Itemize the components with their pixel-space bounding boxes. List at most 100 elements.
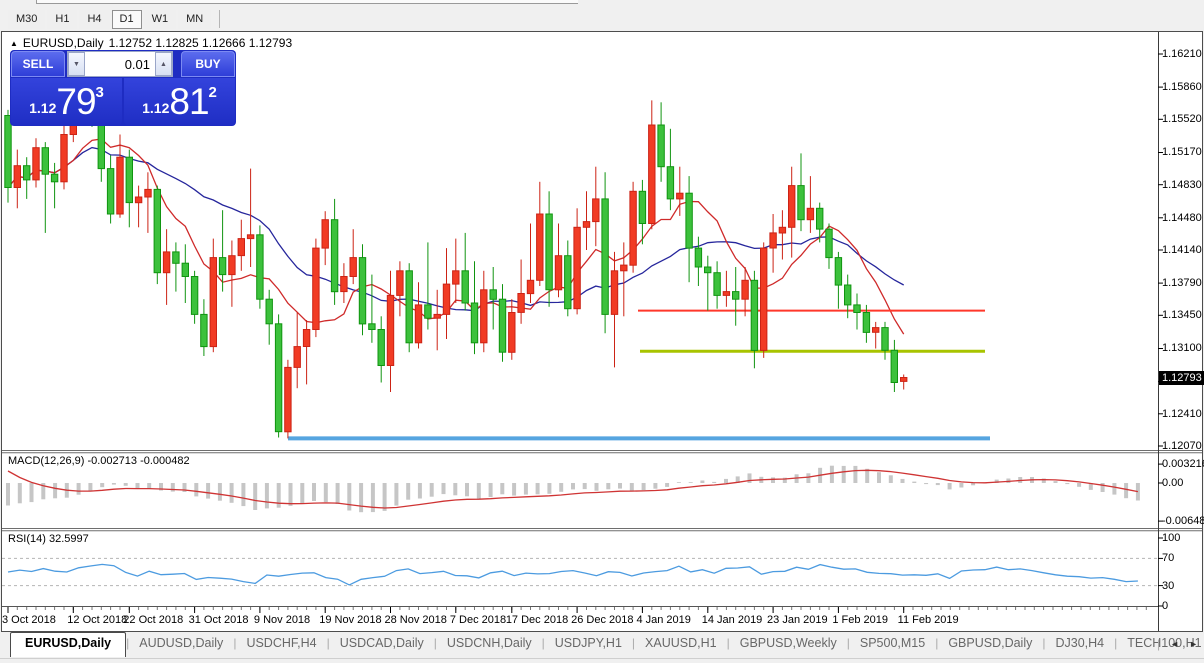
price-axis-label: 1.13100 xyxy=(1162,342,1202,355)
ma-slow-line xyxy=(7,146,905,312)
timeframe-toolbar: M30 H1 H4 D1 W1 MN xyxy=(0,7,1204,31)
price-axis-label: 1.16210 xyxy=(1162,48,1202,60)
macd-indicator-label: MACD(12,26,9) -0.002713 -0.000482 xyxy=(8,455,190,467)
date-axis-label: 19 Nov 2018 xyxy=(319,614,382,626)
ma-fast-line xyxy=(7,138,905,335)
trade-panel-toggle-icon[interactable]: ▲ xyxy=(10,38,18,48)
macd-histogram xyxy=(6,465,1140,513)
chart-tab-usdjpy-h1[interactable]: USDJPY,H1 xyxy=(554,636,622,650)
macd-signal-line xyxy=(7,469,1139,509)
price-axis-label: 1.15170 xyxy=(1162,146,1202,159)
toolbar-separator xyxy=(219,10,221,28)
timeframe-button-d1[interactable]: D1 xyxy=(111,9,142,29)
date-axis-label: 12 Oct 2018 xyxy=(67,614,128,626)
volume-decrease-button[interactable]: ▼ xyxy=(68,52,85,76)
tab-separator: | xyxy=(1114,636,1118,650)
buy-button[interactable]: BUY xyxy=(181,51,235,77)
tab-scroll-right-icon[interactable]: ► xyxy=(1189,639,1198,649)
date-axis-label: 31 Oct 2018 xyxy=(188,614,249,626)
date-axis-label: 14 Jan 2019 xyxy=(701,614,763,626)
chart-tab-xauusd-h1[interactable]: XAUUSD,H1 xyxy=(645,636,717,650)
sell-price-pips: 79 xyxy=(56,81,96,122)
tab-separator: | xyxy=(326,636,330,650)
timeframe-button-w1[interactable]: W1 xyxy=(143,9,177,29)
chart-tab-tech100-h1[interactable]: TECH100,H1 xyxy=(1127,636,1202,650)
volume-increase-button[interactable]: ▲ xyxy=(155,52,172,76)
chart-tab-usdcad-daily[interactable]: USDCAD,Daily xyxy=(339,636,424,650)
timeframe-button-mn[interactable]: MN xyxy=(178,9,212,29)
volume-spinner: ▼ 0.01 ▲ xyxy=(67,51,173,77)
date-axis-label: 9 Nov 2018 xyxy=(253,614,311,626)
date-axis-label: 28 Nov 2018 xyxy=(384,614,447,626)
rsi-axis-label: 100 xyxy=(1162,532,1181,544)
chart-title: ▲ EURUSD,Daily 1.12752 1.12825 1.12666 1… xyxy=(10,36,292,50)
date-axis-label: 26 Dec 2018 xyxy=(571,614,634,626)
chart-tab-audusd-daily[interactable]: AUDUSD,Daily xyxy=(139,636,224,650)
chart-tab-usdchf-h4[interactable]: USDCHF,H4 xyxy=(246,636,317,650)
tab-scroll-controls: | ◄ ► xyxy=(1157,637,1198,651)
sell-button[interactable]: SELL xyxy=(11,51,65,77)
candles-layer xyxy=(4,64,908,439)
macd-axis-label: 0.003216 xyxy=(1162,458,1204,471)
price-axis-label: 1.13790 xyxy=(1162,277,1202,290)
chart-tab-usdcnh-daily[interactable]: USDCNH,Daily xyxy=(446,636,532,650)
price-axis-label: 1.14830 xyxy=(1162,178,1202,191)
price-axis-label: 1.15520 xyxy=(1162,113,1202,126)
chart-tab-dj30-h4[interactable]: DJ30,H4 xyxy=(1055,636,1105,650)
price-axis-label: 1.15860 xyxy=(1162,81,1202,94)
tab-separator: | xyxy=(541,636,545,650)
tab-separator: | xyxy=(433,636,437,650)
date-axis-label: 23 Jan 2019 xyxy=(767,614,828,626)
chart-tab-eurusd-daily[interactable]: EURUSD,Daily xyxy=(10,632,127,657)
sell-price-point: 3 xyxy=(95,84,104,101)
sell-price-display[interactable]: 1.12 79 3 xyxy=(11,78,122,125)
price-axis-label: 1.13450 xyxy=(1162,309,1202,322)
macd-axis-label: -0.006485 xyxy=(1162,515,1204,528)
tab-separator: | xyxy=(631,636,636,650)
rsi-axis-label: 0 xyxy=(1162,600,1169,612)
chart-symbol-period: EURUSD,Daily xyxy=(22,36,104,50)
rsi-axis-label: 30 xyxy=(1162,579,1175,592)
date-axis-label: 11 Feb 2019 xyxy=(897,614,959,626)
price-axis-label: 1.14140 xyxy=(1162,243,1202,256)
rsi-indicator-label: RSI(14) 32.5997 xyxy=(8,533,89,545)
chart-tab-gbpusd-daily[interactable]: GBPUSD,Daily xyxy=(948,636,1033,650)
upper-toolbar-remnant xyxy=(0,0,1204,7)
tab-separator: | xyxy=(726,636,730,650)
buy-price-pips: 81 xyxy=(169,81,209,122)
one-click-trading-panel: SELL ▼ 0.01 ▲ BUY 1.12 79 3 1.12 81 2 xyxy=(10,50,236,126)
sell-price-bigfigure: 1.12 xyxy=(29,99,57,116)
buy-price-display[interactable]: 1.12 81 2 xyxy=(124,78,235,125)
chart-tab-bar: EURUSD,Daily | AUDUSD,Daily | USDCHF,H4 | USDC… xyxy=(0,632,1204,658)
chart-tab-gbpusd-weekly[interactable]: GBPUSD,Weekly xyxy=(739,636,837,650)
price-axis-label: 1.12410 xyxy=(1162,407,1202,420)
date-axis-label: 17 Dec 2018 xyxy=(505,614,569,626)
macd-axis-label: 0.00 xyxy=(1162,477,1184,489)
price-axis-label: 1.12070 xyxy=(1162,439,1202,452)
tab-separator: | xyxy=(126,636,130,650)
tab-separator: | xyxy=(935,636,939,650)
rsi-line xyxy=(7,563,1138,586)
date-axis-label: 3 Oct 2018 xyxy=(2,614,56,626)
price-axis-label: 1.14480 xyxy=(1162,211,1202,224)
date-axis-label: 22 Oct 2018 xyxy=(123,614,184,626)
current-price-tag: 1.12793 xyxy=(1159,370,1204,385)
tab-separator: | xyxy=(1157,637,1161,651)
timeframe-button-h1[interactable]: H1 xyxy=(47,9,78,29)
tab-separator: | xyxy=(233,636,237,650)
status-strip xyxy=(0,658,1204,663)
chart-ohlc-values: 1.12752 1.12825 1.12666 1.12793 xyxy=(108,36,293,50)
rsi-axis-label: 70 xyxy=(1162,552,1175,565)
tab-separator: | xyxy=(846,636,850,650)
tab-separator: | xyxy=(1042,636,1046,650)
timeframe-button-m30[interactable]: M30 xyxy=(8,9,46,29)
date-axis-label: 1 Feb 2019 xyxy=(832,614,889,626)
volume-input[interactable]: 0.01 xyxy=(124,57,150,72)
buy-price-bigfigure: 1.12 xyxy=(142,99,170,116)
date-axis-label: 4 Jan 2019 xyxy=(636,614,691,626)
date-axis-label: 7 Dec 2018 xyxy=(449,614,507,626)
buy-price-point: 2 xyxy=(208,84,217,101)
tab-scroll-left-icon[interactable]: ◄ xyxy=(1170,639,1180,649)
timeframe-button-h4[interactable]: H4 xyxy=(79,9,110,29)
chart-tab-sp500-m15[interactable]: SP500,M15 xyxy=(859,636,926,650)
